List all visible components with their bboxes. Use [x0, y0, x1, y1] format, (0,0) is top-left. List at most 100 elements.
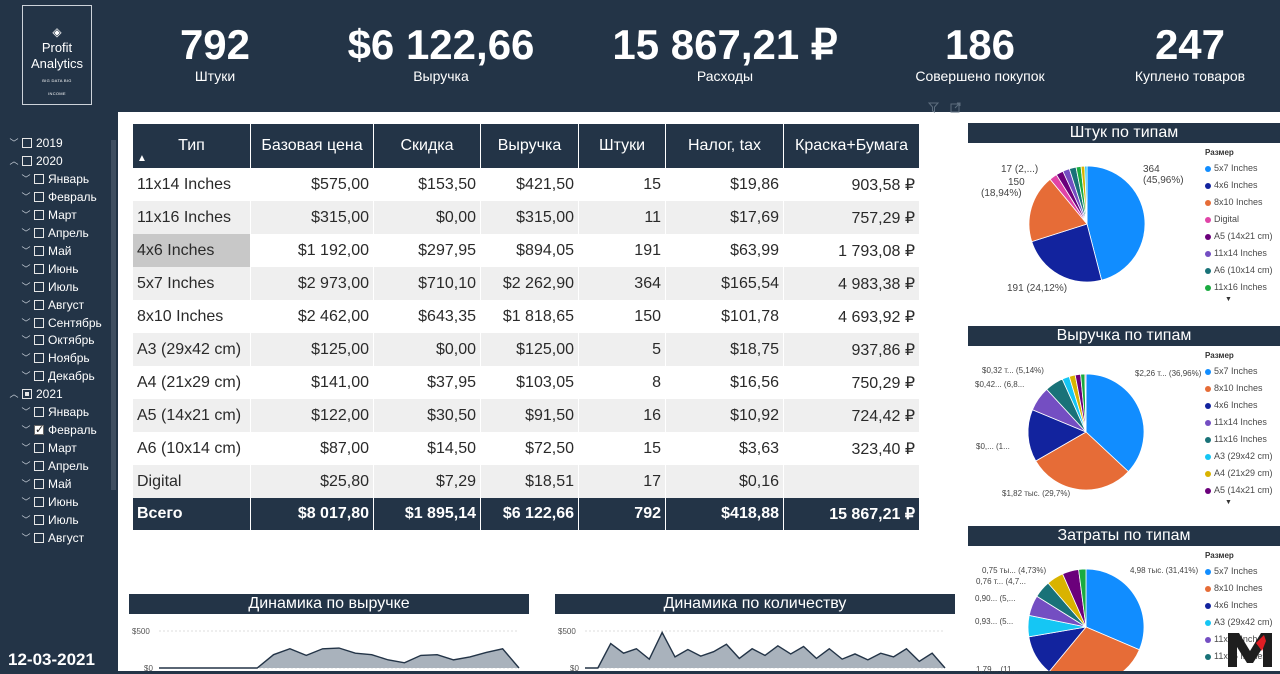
column-header[interactable]: Тип ▲	[133, 124, 251, 168]
slicer-item[interactable]: ﹀ Декабрь	[20, 368, 94, 385]
slicer-item[interactable]: ﹀ Январь	[20, 171, 89, 188]
slicer-checkbox[interactable]	[34, 227, 44, 238]
chevron-down-icon[interactable]: ﹀	[21, 407, 31, 418]
chevron-down-icon[interactable]: ﹀	[21, 317, 31, 328]
slicer-item[interactable]: ﹀ Май	[20, 476, 71, 493]
legend-item[interactable]: 8x10 Inches	[1205, 194, 1273, 211]
table-row[interactable]: 11x16 Inches $315,00 $0,00 $315,00 11 $17,69 7…	[133, 201, 920, 234]
table-row[interactable]: A3 (29x42 cm) $125,00 $0,00 $125,00 5 $18,75 9…	[133, 333, 920, 366]
slicer-item[interactable]: ﹀ Июль	[20, 279, 78, 296]
chevron-down-icon[interactable]: ﹀	[21, 263, 31, 274]
chevron-down-icon[interactable]: ﹀	[21, 371, 31, 382]
slicer-checkbox[interactable]	[22, 138, 32, 148]
slicer-item[interactable]: ﹀ 2019	[8, 135, 62, 152]
chevron-down-icon[interactable]: ﹀	[21, 497, 31, 507]
legend-item[interactable]: A5 (14x21 cm)	[1205, 482, 1273, 499]
slicer-item[interactable]: ﹀ Июнь	[20, 494, 78, 511]
slicer-item[interactable]: ﹀ Сентябрь	[20, 315, 101, 332]
legend-more-icon[interactable]: ▼	[1225, 296, 1232, 303]
table-row[interactable]: Digital $25,80 $7,29 $18,51 17 $0,16	[133, 465, 920, 498]
table-row[interactable]: 11x14 Inches $575,00 $153,50 $421,50 15 $19,8…	[133, 168, 920, 201]
chevron-up-icon[interactable]: ︿	[9, 155, 19, 166]
slicer-item[interactable]: ﹀ Ноябрь	[20, 350, 89, 367]
legend-more-icon[interactable]: ▼	[1225, 499, 1232, 506]
chevron-down-icon[interactable]: ﹀	[21, 514, 31, 525]
legend-item[interactable]: 11x16 Inches	[1205, 279, 1273, 296]
table-row[interactable]: A5 (14x21 cm) $122,00 $30,50 $91,50 16 $10,92…	[133, 399, 920, 432]
chevron-down-icon[interactable]: ﹀	[9, 138, 19, 148]
legend-item[interactable]: A5 (14x21 cm)	[1205, 228, 1273, 245]
pie-slice[interactable]	[1085, 568, 1145, 651]
column-header[interactable]: Базовая цена	[250, 124, 374, 168]
slicer-checkbox[interactable]	[34, 335, 44, 346]
slicer-item[interactable]: ﹀ Февраль	[20, 422, 96, 439]
chevron-down-icon[interactable]: ﹀	[21, 532, 31, 543]
legend-item[interactable]: 11x14 Inches	[1205, 414, 1273, 431]
pie-slice[interactable]	[1027, 409, 1087, 462]
slicer-checkbox[interactable]	[22, 155, 32, 166]
slicer-item[interactable]: ﹀ Октябрь	[20, 332, 94, 349]
table-row[interactable]: A4 (21x29 cm) $141,00 $37,95 $103,05 8 $16,56…	[133, 366, 920, 399]
legend-item[interactable]: 4x6 Inches	[1205, 397, 1273, 414]
legend-item[interactable]: 5x7 Inches	[1205, 563, 1273, 580]
legend-item[interactable]: 11x16 Inches	[1205, 431, 1273, 448]
slicer-item[interactable]: ﹀ Июль	[20, 512, 78, 529]
pie-slice[interactable]	[1049, 626, 1140, 671]
table-row[interactable]: 5x7 Inches $2 973,00 $710,10 $2 262,90 364 $1…	[133, 267, 920, 300]
legend-item[interactable]: 8x10 Inches	[1205, 380, 1273, 397]
chevron-down-icon[interactable]: ﹀	[21, 461, 31, 472]
legend-item[interactable]: 11x14 Inches	[1205, 245, 1273, 262]
legend-item[interactable]: A3 (29x42 cm)	[1205, 448, 1273, 465]
slicer-checkbox[interactable]	[34, 317, 44, 328]
chevron-down-icon[interactable]: ﹀	[21, 443, 31, 454]
legend-item[interactable]: 11x16 Inches	[1205, 648, 1273, 665]
legend-item[interactable]: A3 (29x42 cm)	[1205, 614, 1273, 631]
filter-icon[interactable]	[927, 102, 940, 116]
slicer-checkbox[interactable]	[34, 422, 44, 439]
slicer-checkbox[interactable]	[34, 173, 44, 184]
slicer-checkbox[interactable]	[34, 497, 44, 507]
slicer-item[interactable]: ﹀ Апрель	[20, 458, 88, 475]
slicer-item[interactable]: ﹀ Август	[20, 530, 84, 547]
slicer-checkbox[interactable]	[34, 461, 44, 472]
legend-item[interactable]: A4 (21x29 cm)	[1205, 465, 1273, 482]
pie-slice[interactable]	[1084, 373, 1087, 433]
legend-item[interactable]: 5x7 Inches	[1205, 160, 1273, 177]
chevron-down-icon[interactable]: ﹀	[21, 191, 31, 202]
table-row[interactable]: A6 (10x14 cm) $87,00 $14,50 $72,50 15 $3,63 32…	[133, 432, 920, 465]
chevron-down-icon[interactable]: ﹀	[21, 335, 31, 346]
column-header[interactable]: Налог, tax	[665, 124, 784, 168]
chevron-down-icon[interactable]: ﹀	[21, 425, 31, 436]
column-header[interactable]: Штуки	[578, 124, 666, 168]
legend-item[interactable]: Digital	[1205, 211, 1273, 228]
chevron-down-icon[interactable]: ﹀	[21, 173, 31, 184]
slicer-checkbox[interactable]	[34, 532, 44, 543]
chevron-down-icon[interactable]: ﹀	[21, 245, 31, 256]
slicer-checkbox[interactable]	[34, 443, 44, 454]
slicer-checkbox[interactable]	[22, 389, 32, 400]
slicer-checkbox[interactable]	[34, 371, 44, 382]
chevron-down-icon[interactable]: ﹀	[21, 281, 31, 292]
legend-item[interactable]: 4x6 Inches	[1205, 597, 1273, 614]
slicer-checkbox[interactable]	[34, 191, 44, 202]
pie-slice[interactable]	[1078, 568, 1087, 628]
chevron-down-icon[interactable]: ﹀	[21, 209, 31, 220]
slicer-checkbox[interactable]	[34, 407, 44, 418]
chevron-down-icon[interactable]: ﹀	[21, 299, 31, 310]
slicer-item[interactable]: ﹀ Март	[20, 207, 76, 224]
legend-item[interactable]: A6 (10x14 cm)	[1205, 262, 1273, 279]
table-row[interactable]: 8x10 Inches $2 462,00 $643,35 $1 818,65 150 $…	[133, 300, 920, 333]
slicer-checkbox[interactable]	[34, 281, 44, 292]
legend-item[interactable]: 8x10 Inches	[1205, 580, 1273, 597]
slicer-checkbox[interactable]	[34, 209, 44, 220]
legend-item[interactable]: 5x7 Inches	[1205, 363, 1273, 380]
pie-slice[interactable]	[1028, 178, 1088, 243]
slicer-checkbox[interactable]	[34, 353, 44, 364]
slicer-item[interactable]: ﹀ Апрель	[20, 225, 88, 242]
pie-slice[interactable]	[1085, 373, 1145, 473]
column-header[interactable]: Скидка	[373, 124, 481, 168]
slicer-item[interactable]: ﹀ Август	[20, 297, 84, 314]
chevron-up-icon[interactable]: ︿	[9, 389, 19, 400]
slicer-checkbox[interactable]	[34, 479, 44, 490]
slicer-item[interactable]: ﹀ Февраль	[20, 189, 96, 206]
